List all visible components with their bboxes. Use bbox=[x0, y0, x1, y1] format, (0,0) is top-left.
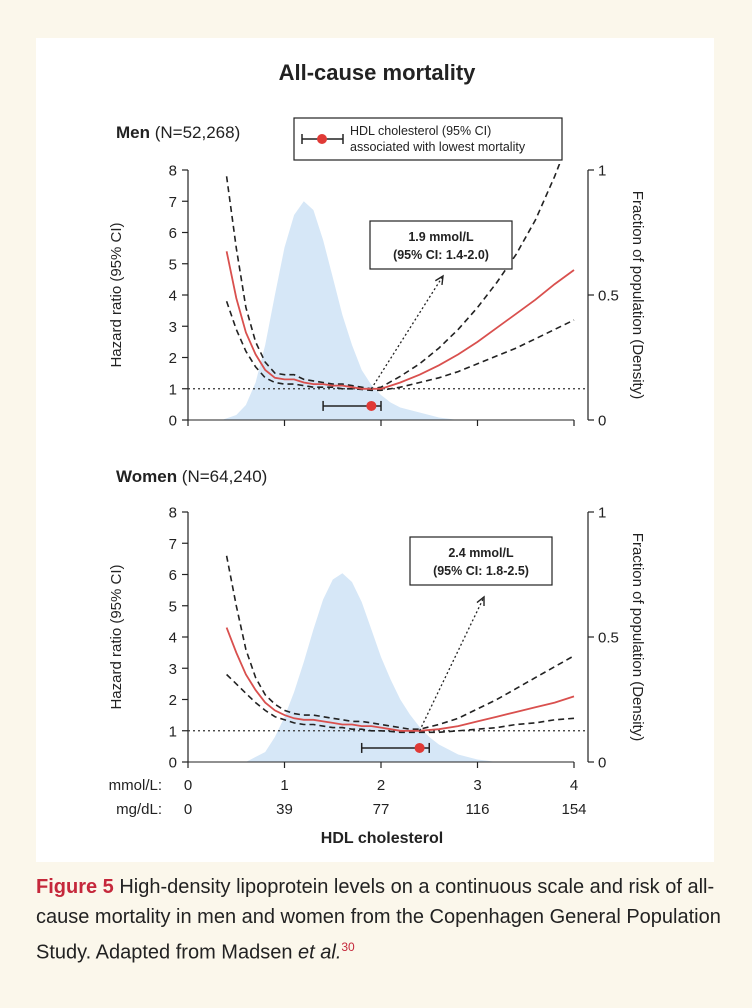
caption-label: Figure 5 bbox=[36, 876, 114, 898]
annotation-value: 2.4 mmol/L bbox=[448, 546, 514, 560]
ci-upper-line bbox=[225, 555, 575, 730]
annotation-ci: (95% CI: 1.4-2.0) bbox=[393, 248, 489, 262]
figure-title: All-cause mortality bbox=[279, 60, 477, 85]
annotation-arrowhead bbox=[434, 274, 444, 286]
left-tick-label: 3 bbox=[169, 319, 177, 336]
mmol-unit-label: mmol/L: bbox=[109, 777, 162, 794]
left-tick-label: 4 bbox=[169, 288, 177, 305]
left-tick-label: 2 bbox=[169, 692, 177, 709]
annotation-box bbox=[369, 220, 513, 270]
panel-title: Women (N=64,240) bbox=[116, 467, 267, 486]
legend-line1: HDL cholesterol (95% CI) bbox=[350, 124, 491, 138]
figure-svg: All-cause mortality HDL cholesterol (95%… bbox=[108, 60, 646, 847]
figure-card: All-cause mortality HDL cholesterol (95%… bbox=[36, 38, 714, 862]
annotation-arrowhead bbox=[476, 595, 485, 607]
ci-lower-line bbox=[226, 673, 575, 734]
right-tick-label: 1 bbox=[598, 163, 606, 180]
left-tick-label: 8 bbox=[169, 505, 177, 522]
density-area bbox=[221, 201, 478, 420]
density-area bbox=[245, 573, 497, 762]
mgdl-unit-label: mg/dL: bbox=[116, 801, 162, 818]
mgdl-tick-label: 116 bbox=[466, 801, 490, 818]
legend: HDL cholesterol (95% CI) associated with… bbox=[293, 117, 563, 161]
caption-text: High-density lipoprotein levels on a con… bbox=[36, 876, 721, 964]
annotation-ci: (95% CI: 1.8-2.5) bbox=[433, 564, 529, 578]
mgdl-tick-label: 154 bbox=[561, 801, 586, 818]
panel-title-sex: Men bbox=[116, 123, 150, 142]
caption-ref: 30 bbox=[341, 940, 355, 954]
right-axis-label: Fraction of population (Density) bbox=[629, 191, 646, 399]
ci-lower-line bbox=[225, 301, 575, 392]
left-tick-label: 7 bbox=[169, 194, 177, 211]
left-tick-label: 2 bbox=[169, 350, 177, 367]
left-tick-label: 6 bbox=[169, 225, 177, 242]
annotation-value: 1.9 mmol/L bbox=[408, 230, 474, 244]
hazard-estimate-line bbox=[225, 251, 575, 390]
right-tick-label: 0.5 bbox=[598, 630, 619, 647]
right-tick-label: 0 bbox=[598, 413, 606, 430]
left-axis-label: Hazard ratio (95% CI) bbox=[108, 222, 125, 367]
left-tick-label: 6 bbox=[169, 567, 177, 584]
left-tick-label: 0 bbox=[169, 755, 177, 772]
ci-upper-line bbox=[225, 164, 561, 390]
mgdl-tick-label: 77 bbox=[373, 801, 390, 818]
right-tick-label: 0.5 bbox=[598, 288, 619, 305]
right-axis-label: Fraction of population (Density) bbox=[629, 533, 646, 741]
mgdl-tick-label: 39 bbox=[276, 801, 293, 818]
panel-title: Men (N=52,268) bbox=[116, 123, 240, 142]
caption-etal: et al. bbox=[298, 941, 342, 964]
mmol-tick-label: 4 bbox=[570, 777, 578, 794]
men-panel: Men (N=52,268) 0 1 2 3 4 5 6 7 8 Hazard ratio (95%… bbox=[108, 123, 646, 430]
left-tick-label: 1 bbox=[169, 723, 177, 740]
mmol-tick-label: 3 bbox=[473, 777, 481, 794]
panel-title-sex: Women bbox=[116, 467, 177, 486]
optimum-dot bbox=[366, 400, 377, 411]
left-tick-label: 3 bbox=[169, 661, 177, 678]
left-axis-label: Hazard ratio (95% CI) bbox=[108, 564, 125, 709]
hazard-estimate-line bbox=[225, 627, 575, 732]
left-tick-label: 4 bbox=[169, 630, 177, 647]
optimum-dot bbox=[414, 742, 425, 753]
legend-line2: associated with lowest mortality bbox=[350, 140, 526, 154]
x-axis-labels: mmol/L: mg/dL: HDL cholesterol 0 1 2 3 4 0 39 7… bbox=[109, 777, 587, 847]
women-panel: Women (N=64,240) 0 1 2 3 4 5 6 7 8 Hazard ratio (9… bbox=[108, 467, 646, 772]
left-tick-label: 5 bbox=[169, 256, 177, 273]
panel-title-n: (N=52,268) bbox=[150, 123, 240, 142]
left-tick-label: 0 bbox=[169, 413, 177, 430]
legend-dot bbox=[317, 134, 327, 144]
mgdl-tick-label: 0 bbox=[184, 801, 192, 818]
mmol-tick-label: 1 bbox=[280, 777, 288, 794]
left-tick-label: 7 bbox=[169, 536, 177, 553]
mmol-tick-label: 0 bbox=[184, 777, 192, 794]
left-tick-label: 5 bbox=[169, 598, 177, 615]
right-tick-label: 0 bbox=[598, 755, 606, 772]
panel-title-n: (N=64,240) bbox=[177, 467, 267, 486]
x-axis-title: HDL cholesterol bbox=[321, 830, 443, 847]
figure-caption: Figure 5 High-density lipoprotein levels… bbox=[36, 872, 726, 968]
right-tick-label: 1 bbox=[598, 505, 606, 522]
annotation-box bbox=[409, 536, 553, 586]
left-tick-label: 1 bbox=[169, 381, 177, 398]
left-tick-label: 8 bbox=[169, 163, 177, 180]
mmol-tick-label: 2 bbox=[377, 777, 385, 794]
